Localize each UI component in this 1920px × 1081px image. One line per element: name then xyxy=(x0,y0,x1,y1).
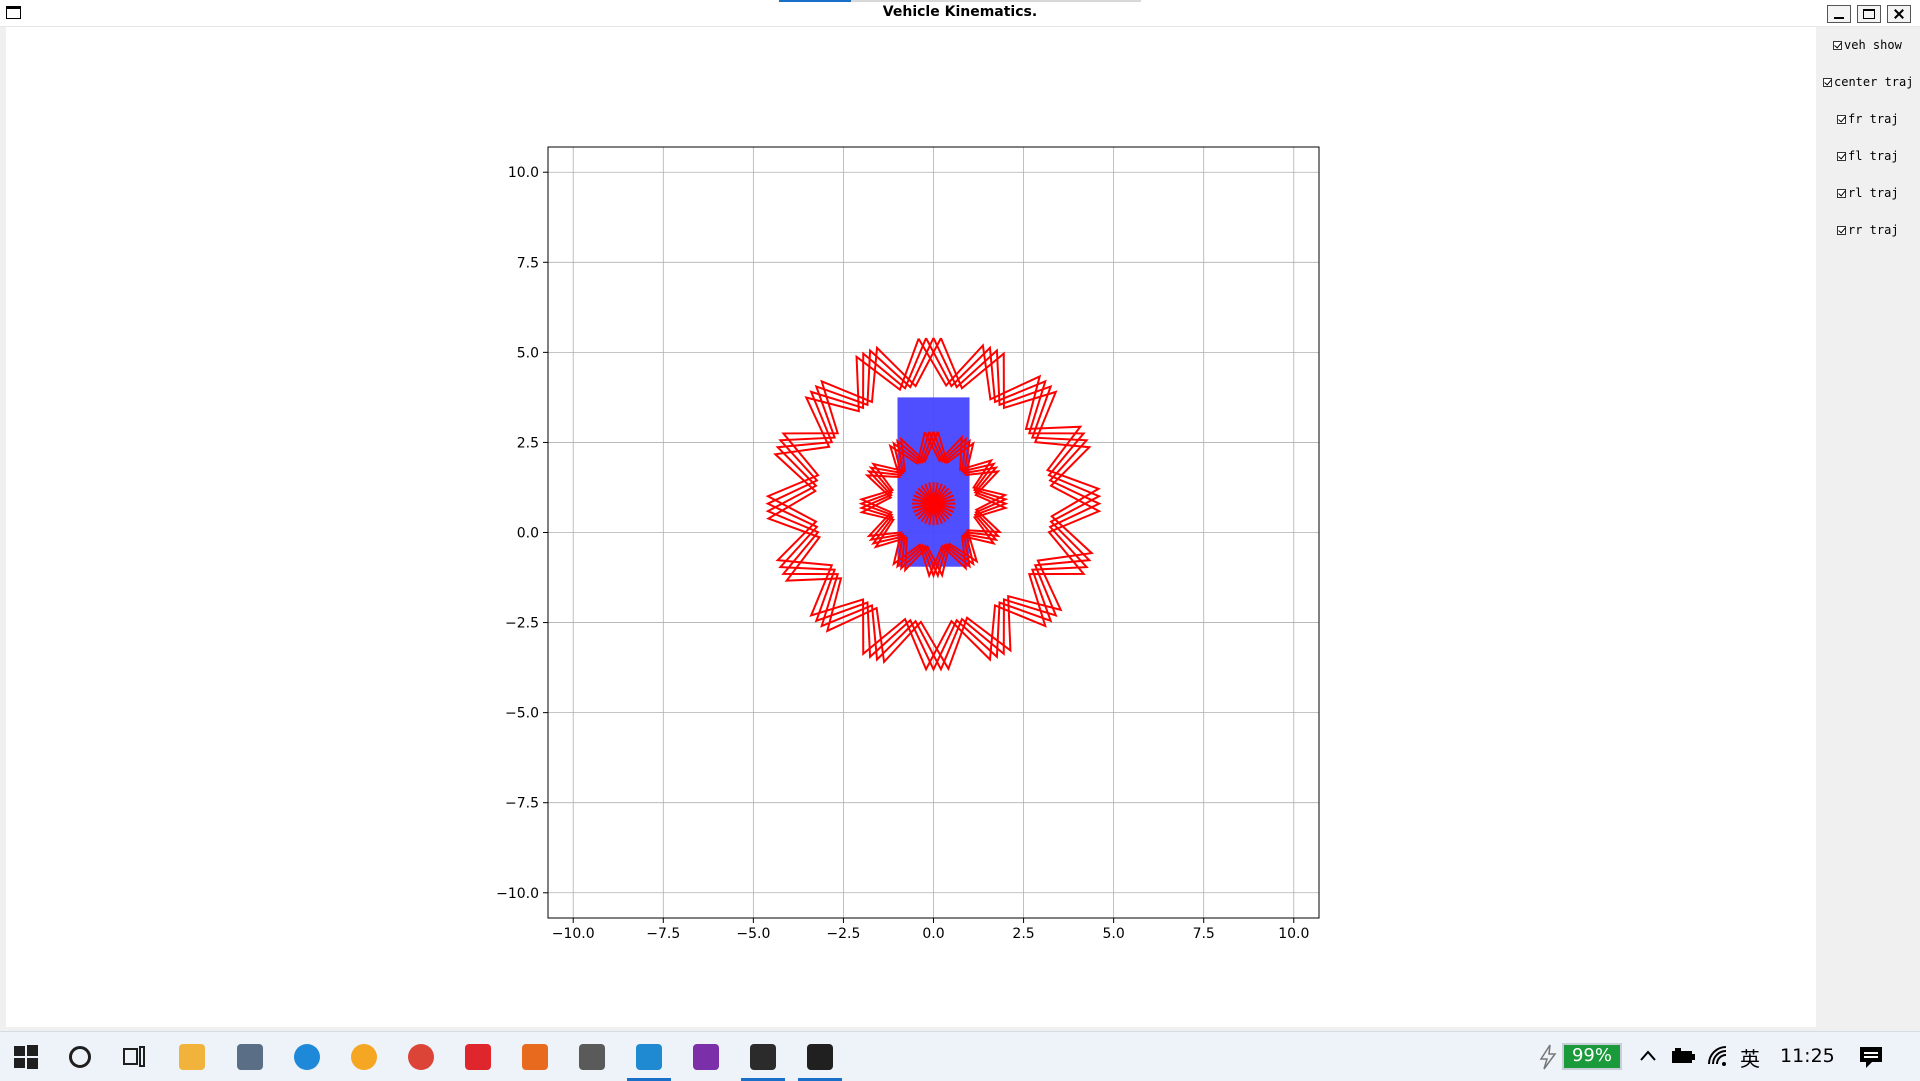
y-tick-label: 5.0 xyxy=(517,345,539,361)
sequence-app-icon[interactable] xyxy=(566,1032,618,1081)
loading-progress-bar xyxy=(779,0,1141,2)
battery-percentage[interactable]: 99% xyxy=(1562,1043,1622,1070)
file-explorer-icon[interactable] xyxy=(166,1032,218,1081)
display-options-panel: veh show center traj fr traj fl traj rl … xyxy=(1816,27,1920,1027)
checkbox-box[interactable] xyxy=(1837,114,1846,124)
app-window-icon xyxy=(6,6,21,19)
outer-wheel-trajectory xyxy=(766,338,1101,672)
center-trajectory-spoke xyxy=(912,498,955,509)
loading-progress-fill xyxy=(779,0,852,2)
checkbox-box[interactable] xyxy=(1837,225,1846,235)
x-tick-label: 2.5 xyxy=(1012,926,1034,942)
x-tick-label: 7.5 xyxy=(1193,926,1215,942)
checkbox-center-traj[interactable]: center traj xyxy=(1823,75,1913,89)
youdao-icon-glyph xyxy=(465,1043,491,1070)
maximize-button[interactable] xyxy=(1857,5,1881,23)
outer-wheel-trajectory xyxy=(765,337,1102,672)
checkbox-label: veh show xyxy=(1844,38,1902,52)
y-tick-label: −10.0 xyxy=(496,886,539,902)
x-tick-label: 0.0 xyxy=(922,926,944,942)
inner-wheel-trajectory xyxy=(858,431,1009,579)
kinematics-plot: −10.0 −7.5 −5.0 −2.5 0.0 2.5 5.0 7.5 10.0 −10.0 −7… xyxy=(496,146,1320,942)
x-tick-label: −2.5 xyxy=(826,926,860,942)
inner-wheel-trajectory xyxy=(858,431,1009,579)
x-tick-label: −7.5 xyxy=(646,926,680,942)
youdao-icon[interactable] xyxy=(452,1032,504,1081)
checkbox-box[interactable] xyxy=(1837,188,1846,198)
charging-bolt-icon xyxy=(1539,1044,1557,1070)
x-tick-label: 10.0 xyxy=(1278,926,1309,942)
y-tick-label: −7.5 xyxy=(505,796,539,812)
y-tick-label: −2.5 xyxy=(505,616,539,632)
input-method-indicator[interactable]: 英 xyxy=(1740,1047,1760,1071)
search-icon-glyph xyxy=(69,1045,91,1068)
vehicle-body xyxy=(897,397,970,567)
windows-start-icon[interactable] xyxy=(0,1032,52,1081)
task-view-icon-glyph xyxy=(121,1044,147,1070)
checkbox-label: rr traj xyxy=(1848,223,1899,237)
y-tick-label: −5.0 xyxy=(505,706,539,722)
checkbox-box[interactable] xyxy=(1823,77,1832,87)
terminal-icon[interactable] xyxy=(737,1032,789,1081)
linux-tux-icon[interactable] xyxy=(794,1032,846,1081)
y-tick-label: 2.5 xyxy=(517,435,539,451)
show-hidden-icons-icon[interactable] xyxy=(1638,1046,1658,1066)
clock-time[interactable]: 11:25 xyxy=(1780,1045,1835,1067)
onenote-icon-glyph xyxy=(693,1043,719,1070)
checkbox-label: fr traj xyxy=(1848,112,1899,126)
minimize-button[interactable] xyxy=(1827,5,1851,23)
inner-wheel-trajectory xyxy=(858,431,1009,579)
notification-center-icon[interactable] xyxy=(1858,1044,1884,1070)
checkbox-label: rl traj xyxy=(1848,186,1899,200)
sequence-app-icon-glyph xyxy=(579,1043,605,1070)
vscode-icon-glyph xyxy=(636,1043,662,1070)
vscode-icon[interactable] xyxy=(623,1032,675,1081)
chrome-icon-glyph xyxy=(408,1043,434,1070)
linux-tux-icon-glyph xyxy=(807,1043,833,1070)
y-tick-label: 0.0 xyxy=(517,526,539,542)
outer-wheel-trajectory xyxy=(765,337,1102,672)
chrome-icon[interactable] xyxy=(395,1032,447,1081)
y-tick-label: 7.5 xyxy=(517,255,539,271)
calculator-icon-glyph xyxy=(237,1043,263,1070)
outer-wheel-trajectory xyxy=(765,337,1102,672)
inner-wheel-trajectory xyxy=(859,431,1008,579)
wifi-icon[interactable] xyxy=(1706,1044,1732,1068)
checkbox-rl-traj[interactable]: rl traj xyxy=(1837,186,1899,200)
file-explorer-icon-glyph xyxy=(179,1043,205,1070)
onenote-icon[interactable] xyxy=(680,1032,732,1081)
x-tick-label: 5.0 xyxy=(1103,926,1125,942)
y-tick-label: 10.0 xyxy=(508,165,539,181)
search-icon[interactable] xyxy=(54,1032,106,1081)
window-titlebar: Vehicle Kinematics. xyxy=(0,0,1920,27)
edge-beta-icon-glyph xyxy=(351,1043,377,1070)
windows-start-icon-glyph xyxy=(13,1044,39,1070)
checkbox-box[interactable] xyxy=(1837,151,1846,161)
terminal-icon-glyph xyxy=(750,1043,776,1070)
edge-beta-icon[interactable] xyxy=(338,1032,390,1081)
x-tick-label: −10.0 xyxy=(552,926,595,942)
close-button[interactable] xyxy=(1887,5,1911,23)
checkbox-label: fl traj xyxy=(1848,149,1899,163)
axes-frame xyxy=(547,146,1320,919)
battery-icon[interactable] xyxy=(1670,1046,1696,1068)
checkbox-rr-traj[interactable]: rr traj xyxy=(1837,223,1899,237)
checkbox-fr-traj[interactable]: fr traj xyxy=(1837,112,1899,126)
window-title: Vehicle Kinematics. xyxy=(882,4,1038,20)
matlab-icon[interactable] xyxy=(509,1032,561,1081)
calculator-icon[interactable] xyxy=(224,1032,276,1081)
x-tick-label: −5.0 xyxy=(736,926,770,942)
checkbox-label: center traj xyxy=(1834,75,1914,89)
checkbox-veh-show[interactable]: veh show xyxy=(1833,38,1902,52)
edge-icon[interactable] xyxy=(281,1032,333,1081)
plot-canvas[interactable]: −10.0 −7.5 −5.0 −2.5 0.0 2.5 5.0 7.5 10.0 −10.0 −7… xyxy=(6,27,1816,1027)
matlab-icon-glyph xyxy=(522,1043,548,1070)
edge-icon-glyph xyxy=(294,1043,320,1070)
task-view-icon[interactable] xyxy=(108,1032,160,1081)
checkbox-fl-traj[interactable]: fl traj xyxy=(1837,149,1899,163)
checkbox-box[interactable] xyxy=(1833,40,1842,50)
windows-taskbar: 99% 英 11:25 xyxy=(0,1031,1920,1081)
